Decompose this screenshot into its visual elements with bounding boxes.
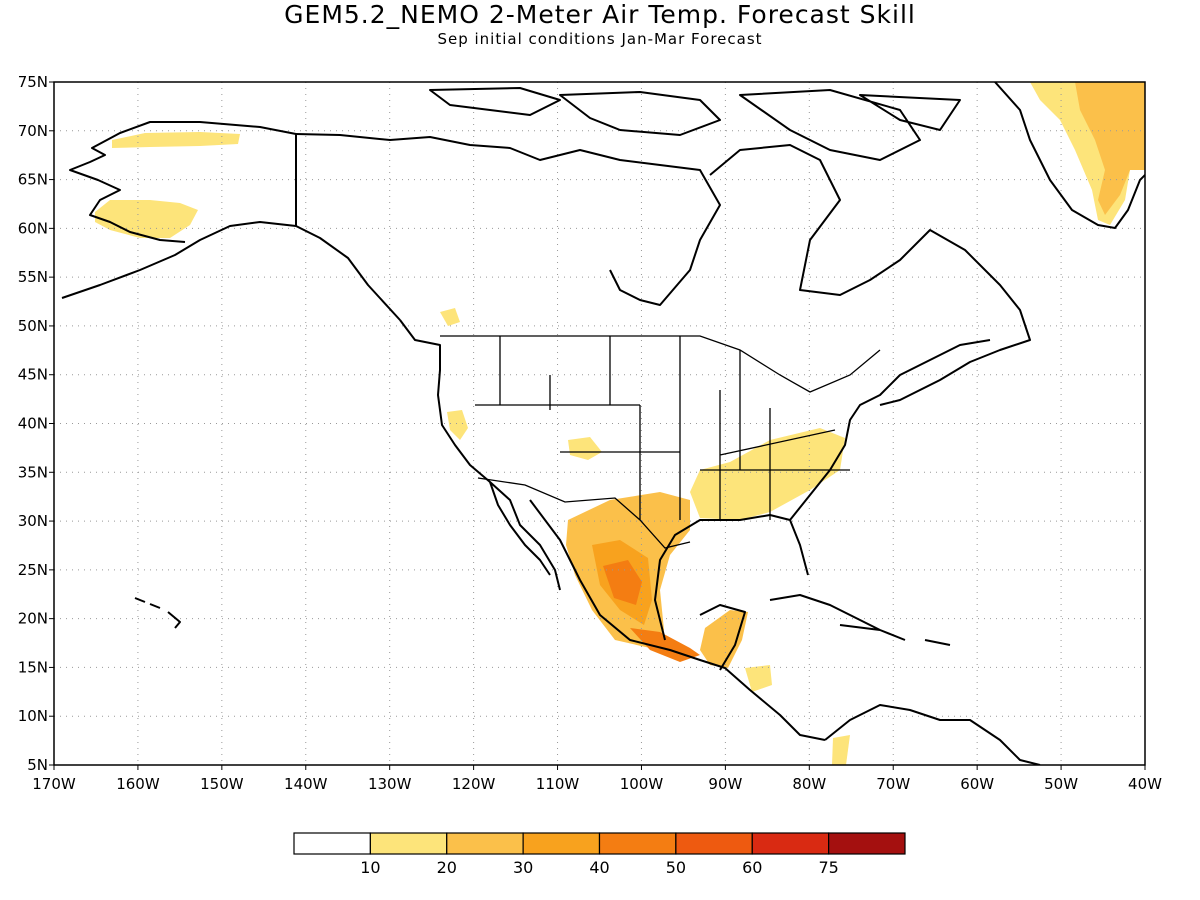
- colorbar-label: 50: [666, 858, 686, 877]
- colorbar-swatch: [675, 832, 753, 855]
- colorbar-swatch: [828, 832, 906, 855]
- colorbar-label: 75: [818, 858, 838, 877]
- colorbar: 10 20 30 40 50 60 75: [293, 832, 906, 877]
- coastline-canada-north: [295, 133, 1031, 406]
- lon-tick-label: 120W: [452, 775, 496, 793]
- political-borders: [440, 335, 881, 549]
- lon-tick-label: 50W: [1044, 775, 1078, 793]
- colorbar-label: 10: [360, 858, 380, 877]
- coastline-west-us: [399, 319, 561, 591]
- skill-area-honduras: [745, 665, 772, 692]
- lon-tick-label: 90W: [708, 775, 742, 793]
- lat-tick-label: 5N: [27, 756, 48, 774]
- lat-tick-label: 40N: [18, 415, 48, 433]
- lon-tick-label: 70W: [876, 775, 910, 793]
- lat-tick-label: 20N: [18, 610, 48, 628]
- colorbar-swatch: [751, 832, 830, 855]
- lat-tick-label: 70N: [18, 122, 48, 140]
- lon-tick-label: 60W: [960, 775, 994, 793]
- coastline-mexico-west: [529, 499, 826, 741]
- lat-tick-label: 60N: [18, 219, 48, 237]
- lat-tick-label: 15N: [18, 658, 48, 676]
- latitude-labels: 75N 70N 65N 60N 55N 50N 45N 40N 35N 30N 25N 20N 15N 1…: [18, 73, 54, 774]
- border-states: [475, 336, 850, 520]
- chart-subtitle: Sep initial conditions Jan-Mar Forecast: [437, 30, 763, 48]
- lon-tick-label: 40W: [1128, 775, 1162, 793]
- plot-frame: [53, 81, 1146, 766]
- colorbar-label: 40: [589, 858, 609, 877]
- lat-tick-label: 25N: [18, 561, 48, 579]
- border-us-canada: [440, 335, 881, 393]
- lat-tick-label: 45N: [18, 366, 48, 384]
- lat-tick-label: 55N: [18, 268, 48, 286]
- skill-area-colombia: [832, 735, 850, 765]
- longitude-labels: 170W 160W 150W 140W 130W 120W 110W 100W 90W 80W 70…: [32, 765, 1162, 793]
- skill-area-greenland-core: [1075, 82, 1145, 215]
- skill-area-central-mexico-core: [603, 560, 642, 605]
- skill-area-sw-alaska: [95, 200, 198, 238]
- lon-tick-label: 150W: [200, 775, 244, 793]
- colorbar-label: 20: [437, 858, 457, 877]
- colorbar-swatch: [369, 832, 448, 855]
- skill-area-southwest: [568, 437, 602, 460]
- coastline-greenland: [994, 82, 1145, 229]
- skill-area-west-coast: [440, 308, 460, 326]
- chart-title: GEM5.2_NEMO 2-Meter Air Temp. Forecast S…: [284, 0, 916, 29]
- skill-area-north-alaska: [112, 132, 240, 148]
- colorbar-swatch: [446, 832, 524, 855]
- colorbar-swatch: [293, 832, 371, 855]
- skill-area-yucatan: [700, 610, 748, 668]
- lon-tick-label: 100W: [620, 775, 664, 793]
- lon-tick-label: 110W: [536, 775, 580, 793]
- lat-tick-label: 30N: [18, 512, 48, 530]
- colorbar-swatch: [598, 832, 677, 855]
- coastlines: [61, 82, 1145, 765]
- lon-tick-label: 80W: [792, 775, 826, 793]
- lat-tick-label: 35N: [18, 463, 48, 481]
- graticule: [54, 82, 1145, 765]
- coastline-south-america: [824, 704, 1041, 765]
- lon-tick-label: 160W: [116, 775, 160, 793]
- colorbar-label: 60: [742, 858, 762, 877]
- lon-tick-label: 140W: [284, 775, 328, 793]
- lat-tick-label: 65N: [18, 171, 48, 189]
- lat-tick-label: 50N: [18, 317, 48, 335]
- lat-tick-label: 10N: [18, 707, 48, 725]
- coastline-arctic-islands: [429, 87, 961, 161]
- lon-tick-label: 170W: [32, 775, 76, 793]
- colorbar-swatch: [522, 832, 601, 855]
- lat-tick-label: 75N: [18, 73, 48, 91]
- skill-area-southeast-us: [690, 428, 845, 520]
- coastline-east-us: [789, 339, 991, 521]
- skill-shading: [95, 82, 1145, 765]
- skill-area-california: [447, 410, 468, 440]
- border-us-mexico: [477, 477, 691, 549]
- coastline-alaska: [61, 121, 401, 321]
- lon-tick-label: 130W: [368, 775, 412, 793]
- coastline-hawaii: [134, 597, 181, 629]
- coastline-caribbean: [769, 594, 951, 646]
- colorbar-label: 30: [513, 858, 533, 877]
